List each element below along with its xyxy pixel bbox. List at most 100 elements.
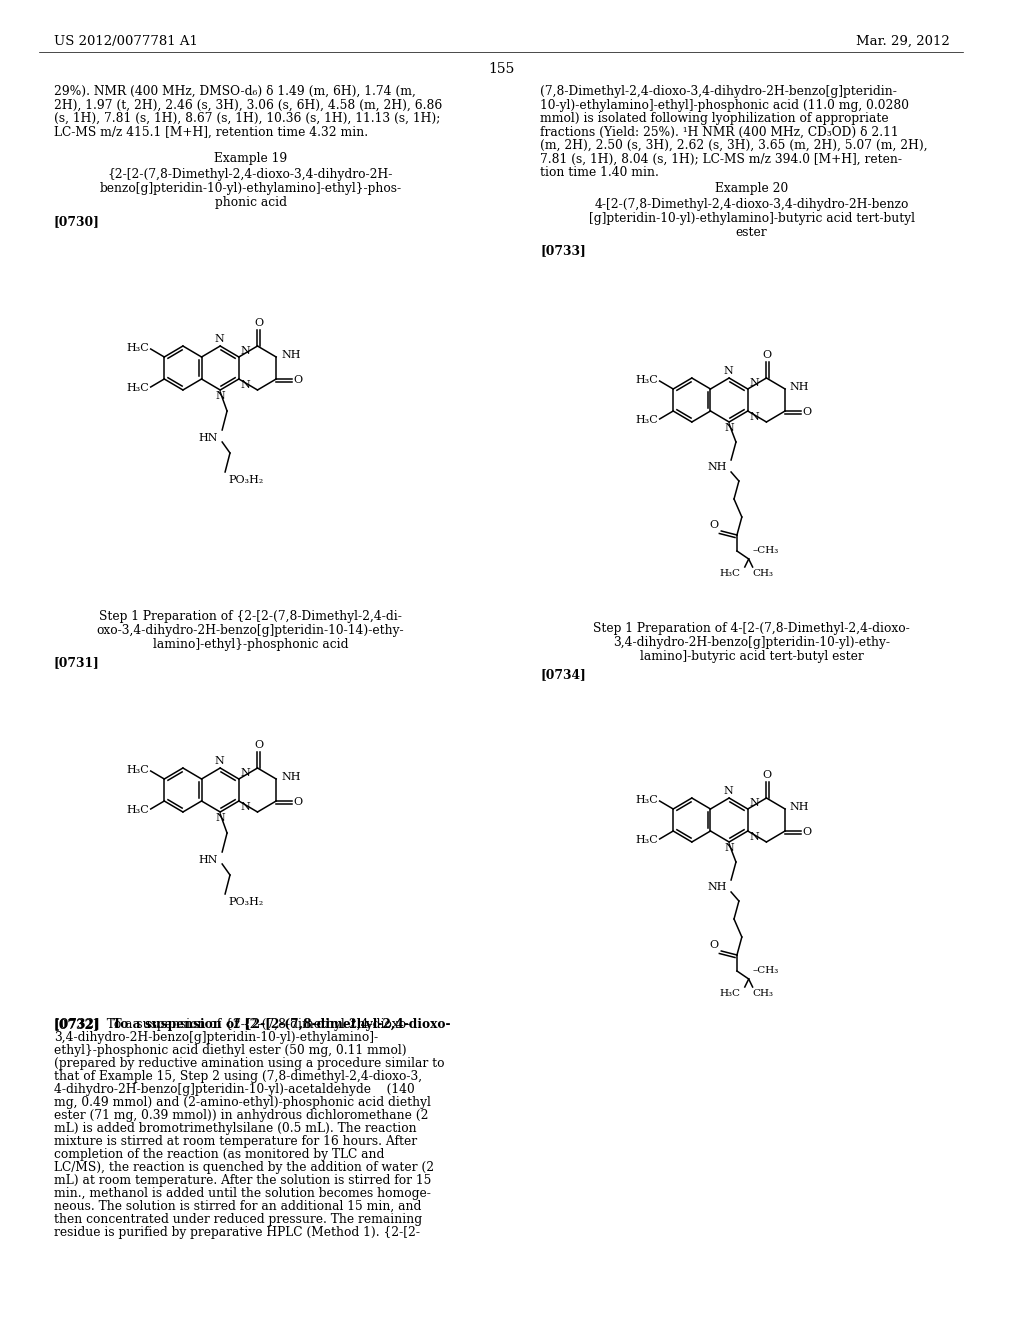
Text: [0731]: [0731] — [54, 656, 99, 669]
Text: H₃C: H₃C — [126, 805, 148, 814]
Text: O: O — [254, 741, 263, 750]
Text: Step 1 Preparation of {2-[2-(7,8-Dimethyl-2,4-di-: Step 1 Preparation of {2-[2-(7,8-Dimethy… — [99, 610, 402, 623]
Text: Mar. 29, 2012: Mar. 29, 2012 — [856, 36, 949, 48]
Text: NH: NH — [790, 803, 809, 812]
Text: mL) at room temperature. After the solution is stirred for 15: mL) at room temperature. After the solut… — [54, 1173, 431, 1187]
Text: N: N — [724, 422, 734, 433]
Text: NH: NH — [281, 772, 300, 781]
Text: N: N — [241, 803, 251, 812]
Text: 4-dihydro-2H-benzo[g]pteridin-10-yl)-acetaldehyde    (140: 4-dihydro-2H-benzo[g]pteridin-10-yl)-ace… — [54, 1082, 415, 1096]
Text: N: N — [750, 832, 760, 842]
Text: NH: NH — [790, 381, 809, 392]
Text: 3,4-dihydro-2H-benzo[g]pteridin-10-yl)-ethylamino]-: 3,4-dihydro-2H-benzo[g]pteridin-10-yl)-e… — [54, 1031, 378, 1044]
Text: completion of the reaction (as monitored by TLC and: completion of the reaction (as monitored… — [54, 1148, 384, 1162]
Text: [g]pteridin-10-yl)-ethylamino]-butyric acid tert-butyl: [g]pteridin-10-yl)-ethylamino]-butyric a… — [589, 213, 914, 224]
Text: phonic acid: phonic acid — [215, 195, 287, 209]
Text: N: N — [214, 334, 224, 345]
Text: N: N — [215, 813, 225, 822]
Text: ethyl}-phosphonic acid diethyl ester (50 mg, 0.11 mmol): ethyl}-phosphonic acid diethyl ester (50… — [54, 1044, 407, 1057]
Text: 29%). NMR (400 MHz, DMSO-d₆) δ 1.49 (m, 6H), 1.74 (m,: 29%). NMR (400 MHz, DMSO-d₆) δ 1.49 (m, … — [54, 84, 416, 98]
Text: CH₃: CH₃ — [753, 989, 773, 998]
Text: Example 20: Example 20 — [715, 182, 788, 195]
Text: O: O — [803, 407, 812, 417]
Text: HN: HN — [199, 855, 218, 865]
Text: H₃C: H₃C — [720, 569, 741, 578]
Text: N: N — [241, 768, 251, 777]
Text: NH: NH — [281, 350, 300, 360]
Text: N: N — [724, 843, 734, 853]
Text: 10-yl)-ethylamino]-ethyl]-phosphonic acid (11.0 mg, 0.0280: 10-yl)-ethylamino]-ethyl]-phosphonic aci… — [541, 99, 909, 111]
Text: US 2012/0077781 A1: US 2012/0077781 A1 — [54, 36, 198, 48]
Text: HN: HN — [199, 433, 218, 444]
Text: mL) is added bromotrimethylsilane (0.5 mL). The reaction: mL) is added bromotrimethylsilane (0.5 m… — [54, 1122, 417, 1135]
Text: 155: 155 — [487, 62, 514, 77]
Text: lamino]-butyric acid tert-butyl ester: lamino]-butyric acid tert-butyl ester — [640, 649, 863, 663]
Text: mixture is stirred at room temperature for 16 hours. After: mixture is stirred at room temperature f… — [54, 1135, 417, 1148]
Text: –CH₃: –CH₃ — [753, 966, 779, 975]
Text: [0732]: [0732] — [54, 1018, 99, 1031]
Text: neous. The solution is stirred for an additional 15 min, and: neous. The solution is stirred for an ad… — [54, 1200, 421, 1213]
Text: (prepared by reductive amination using a procedure similar to: (prepared by reductive amination using a… — [54, 1057, 444, 1071]
Text: Example 19: Example 19 — [214, 152, 287, 165]
Text: H₃C: H₃C — [635, 375, 657, 385]
Text: O: O — [763, 770, 772, 780]
Text: 3,4-dihydro-2H-benzo[g]pteridin-10-yl)-ethy-: 3,4-dihydro-2H-benzo[g]pteridin-10-yl)-e… — [613, 636, 890, 649]
Text: (m, 2H), 2.50 (s, 3H), 2.62 (s, 3H), 3.65 (m, 2H), 5.07 (m, 2H),: (m, 2H), 2.50 (s, 3H), 2.62 (s, 3H), 3.6… — [541, 139, 928, 152]
Text: CH₃: CH₃ — [753, 569, 773, 578]
Text: then concentrated under reduced pressure. The remaining: then concentrated under reduced pressure… — [54, 1213, 422, 1226]
Text: [0730]: [0730] — [54, 215, 99, 228]
Text: N: N — [750, 378, 760, 388]
Text: O: O — [803, 828, 812, 837]
Text: 4-[2-(7,8-Dimethyl-2,4-dioxo-3,4-dihydro-2H-benzo: 4-[2-(7,8-Dimethyl-2,4-dioxo-3,4-dihydro… — [595, 198, 909, 211]
Text: min., methanol is added until the solution becomes homoge-: min., methanol is added until the soluti… — [54, 1187, 431, 1200]
Text: H₃C: H₃C — [720, 989, 741, 998]
Text: {2-[2-(7,8-Dimethyl-2,4-dioxo-3,4-dihydro-2H-: {2-[2-(7,8-Dimethyl-2,4-dioxo-3,4-dihydr… — [108, 168, 393, 181]
Text: LC-MS m/z 415.1 [M+H], retention time 4.32 min.: LC-MS m/z 415.1 [M+H], retention time 4.… — [54, 125, 368, 139]
Text: lamino]-ethyl}-phosphonic acid: lamino]-ethyl}-phosphonic acid — [153, 638, 348, 651]
Text: N: N — [241, 346, 251, 356]
Text: (7,8-Dimethyl-2,4-dioxo-3,4-dihydro-2H-benzo[g]pteridin-: (7,8-Dimethyl-2,4-dioxo-3,4-dihydro-2H-b… — [541, 84, 897, 98]
Text: O: O — [294, 797, 303, 807]
Text: (s, 1H), 7.81 (s, 1H), 8.67 (s, 1H), 10.36 (s, 1H), 11.13 (s, 1H);: (s, 1H), 7.81 (s, 1H), 8.67 (s, 1H), 10.… — [54, 112, 440, 125]
Text: ester: ester — [736, 226, 767, 239]
Text: 7.81 (s, 1H), 8.04 (s, 1H); LC-MS m/z 394.0 [M+H], reten-: 7.81 (s, 1H), 8.04 (s, 1H); LC-MS m/z 39… — [541, 153, 902, 165]
Text: that of Example 15, Step 2 using (7,8-dimethyl-2,4-dioxo-3,: that of Example 15, Step 2 using (7,8-di… — [54, 1071, 422, 1082]
Text: NH: NH — [708, 882, 727, 892]
Text: [0734]: [0734] — [541, 668, 586, 681]
Text: H₃C: H₃C — [635, 836, 657, 845]
Text: N: N — [723, 785, 733, 796]
Text: mmol) is isolated following lyophilization of appropriate: mmol) is isolated following lyophilizati… — [541, 112, 889, 125]
Text: To a suspension of {2-[2-(7,8-dimethyl-2,4-dioxo-: To a suspension of {2-[2-(7,8-dimethyl-2… — [99, 1018, 410, 1031]
Text: O: O — [294, 375, 303, 385]
Text: O: O — [763, 350, 772, 360]
Text: tion time 1.40 min.: tion time 1.40 min. — [541, 166, 659, 180]
Text: –CH₃: –CH₃ — [753, 546, 779, 554]
Text: [0732]   To a suspension of {2-[2-(7,8-dimethyl-2,4-dioxo-: [0732] To a suspension of {2-[2-(7,8-dim… — [54, 1018, 451, 1031]
Text: N: N — [750, 412, 760, 422]
Text: residue is purified by preparative HPLC (Method 1). {2-[2-: residue is purified by preparative HPLC … — [54, 1226, 420, 1239]
Text: N: N — [750, 799, 760, 808]
Text: H₃C: H₃C — [126, 766, 148, 775]
Text: N: N — [214, 756, 224, 766]
Text: ester (71 mg, 0.39 mmol)) in anhydrous dichloromethane (2: ester (71 mg, 0.39 mmol)) in anhydrous d… — [54, 1109, 428, 1122]
Text: N: N — [241, 380, 251, 389]
Text: O: O — [710, 520, 719, 531]
Text: H₃C: H₃C — [126, 343, 148, 352]
Text: [0733]: [0733] — [541, 244, 586, 257]
Text: Step 1 Preparation of 4-[2-(7,8-Dimethyl-2,4-dioxo-: Step 1 Preparation of 4-[2-(7,8-Dimethyl… — [593, 622, 910, 635]
Text: H₃C: H₃C — [126, 383, 148, 393]
Text: mg, 0.49 mmol) and (2-amino-ethyl)-phosphonic acid diethyl: mg, 0.49 mmol) and (2-amino-ethyl)-phosp… — [54, 1096, 431, 1109]
Text: fractions (Yield: 25%). ¹H NMR (400 MHz, CD₃OD) δ 2.11: fractions (Yield: 25%). ¹H NMR (400 MHz,… — [541, 125, 899, 139]
Text: N: N — [215, 391, 225, 401]
Text: H₃C: H₃C — [635, 795, 657, 805]
Text: LC/MS), the reaction is quenched by the addition of water (2: LC/MS), the reaction is quenched by the … — [54, 1162, 434, 1173]
Text: NH: NH — [708, 462, 727, 473]
Text: PO₃H₂: PO₃H₂ — [228, 475, 263, 484]
Text: H₃C: H₃C — [635, 414, 657, 425]
Text: oxo-3,4-dihydro-2H-benzo[g]pteridin-10-14)-ethy-: oxo-3,4-dihydro-2H-benzo[g]pteridin-10-1… — [96, 624, 404, 638]
Text: benzo[g]pteridin-10-yl)-ethylamino]-ethyl}-phos-: benzo[g]pteridin-10-yl)-ethylamino]-ethy… — [99, 182, 401, 195]
Text: PO₃H₂: PO₃H₂ — [228, 898, 263, 907]
Text: 2H), 1.97 (t, 2H), 2.46 (s, 3H), 3.06 (s, 6H), 4.58 (m, 2H), 6.86: 2H), 1.97 (t, 2H), 2.46 (s, 3H), 3.06 (s… — [54, 99, 442, 111]
Text: O: O — [710, 940, 719, 950]
Text: O: O — [254, 318, 263, 327]
